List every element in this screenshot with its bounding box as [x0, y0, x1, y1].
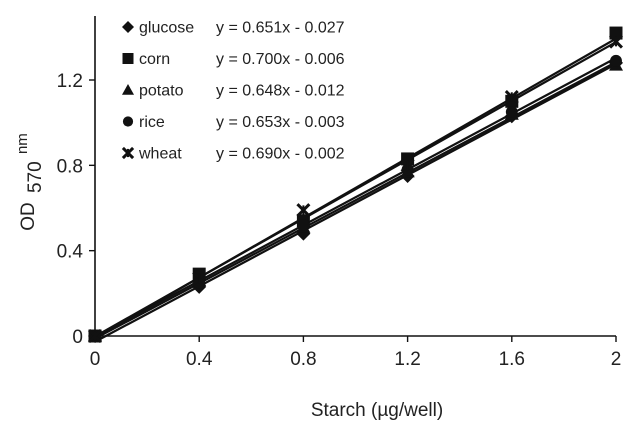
- x-tick-label: 1.2: [394, 349, 420, 370]
- axes: 0 0.4 0.8 1.2 0 0.4 0.8 1.2 1.6 2: [57, 16, 622, 370]
- legend-label-glucose: glucose: [139, 20, 194, 37]
- x-tick-label: 0.8: [290, 349, 316, 370]
- legend-equation-glucose: y = 0.651x - 0.027: [216, 20, 345, 37]
- legend-marker-rice: [122, 116, 134, 127]
- x-tick-label: 0: [90, 349, 101, 370]
- axis-titles: Starch (µg/well) OD 570 nm: [14, 133, 443, 421]
- x-axis-title: Starch (µg/well): [311, 400, 443, 421]
- y-axis-title-subscript: 570: [25, 161, 46, 193]
- data-point-wheat: [192, 271, 207, 286]
- legend-label-rice: rice: [139, 114, 165, 131]
- data-point-rice: [610, 54, 622, 67]
- legend-equation-wheat: y = 0.690x - 0.002: [216, 146, 345, 163]
- legend-marker-glucose: [122, 21, 134, 33]
- data-points: [87, 26, 624, 344]
- x-tick-label: 1.6: [499, 349, 525, 370]
- legend-equation-potato: y = 0.648x - 0.012: [216, 83, 345, 100]
- trendline-glucose: [94, 63, 617, 343]
- legend-marker-potato: [122, 84, 134, 95]
- y-tick-label: 1.2: [57, 71, 83, 92]
- legend: glucose y = 0.651x - 0.027 corn y = 0.700x …: [121, 20, 345, 163]
- legend-label-potato: potato: [139, 83, 184, 100]
- legend-equation-rice: y = 0.653x - 0.003: [216, 114, 345, 131]
- x-tick-label: 2: [611, 349, 622, 370]
- data-point-wheat: [400, 158, 415, 173]
- data-point-wheat: [87, 328, 103, 344]
- legend-label-corn: corn: [139, 51, 170, 68]
- legend-marker-corn: [122, 53, 134, 64]
- data-point-rice: [505, 106, 518, 118]
- trendlines: [94, 37, 617, 343]
- y-axis-title: OD 570 nm: [14, 133, 46, 231]
- x-tick-label: 0.4: [186, 349, 213, 370]
- legend-label-wheat: wheat: [138, 146, 182, 163]
- y-tick-label: 0.4: [57, 242, 84, 263]
- y-axis-title-superscript: nm: [14, 133, 31, 154]
- data-point-rice: [297, 219, 310, 232]
- legend-marker-wheat: [121, 146, 135, 160]
- data-point-wheat: [608, 34, 624, 49]
- y-tick-label: 0: [72, 327, 83, 348]
- y-axis-title-main: OD: [18, 202, 39, 231]
- trendline-rice: [94, 57, 617, 338]
- trendline-potato: [94, 61, 617, 340]
- legend-equation-corn: y = 0.700x - 0.006: [216, 51, 345, 68]
- data-point-wheat: [296, 203, 311, 218]
- data-point-wheat: [504, 90, 519, 105]
- trendline-wheat: [94, 41, 617, 338]
- y-tick-label: 0.8: [57, 156, 83, 177]
